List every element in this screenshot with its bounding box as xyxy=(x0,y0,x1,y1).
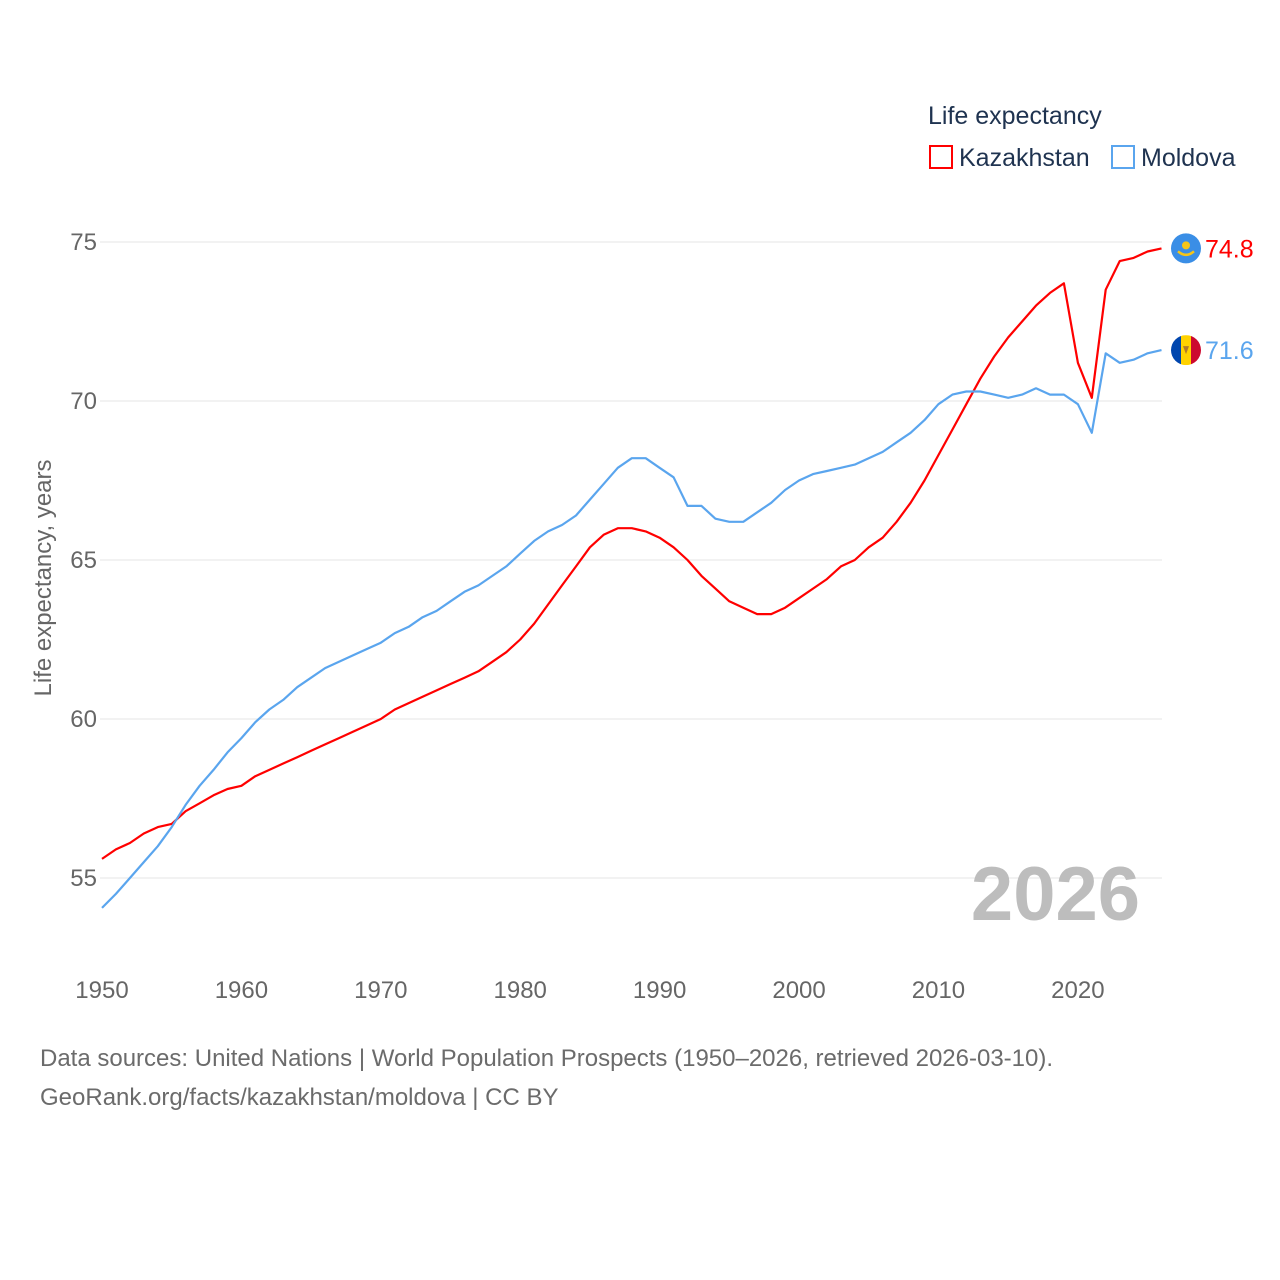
watermark-year: 2026 xyxy=(971,852,1140,937)
footer-sources: Data sources: United Nations | World Pop… xyxy=(40,1045,1054,1072)
y-tick-label: 60 xyxy=(70,706,97,733)
x-tick-label: 1990 xyxy=(633,977,686,1004)
x-tick-label: 2010 xyxy=(912,977,965,1004)
end-label-moldova: 71.6 xyxy=(1205,337,1254,365)
series-end-labels: 74.8 71.6 xyxy=(1171,233,1254,366)
y-tick-label: 65 xyxy=(70,547,97,574)
series-line-moldova xyxy=(101,349,1162,909)
x-tick-label: 2000 xyxy=(772,977,825,1004)
end-label-kazakhstan: 74.8 xyxy=(1205,235,1254,263)
x-tick-label: 1950 xyxy=(75,977,128,1004)
series-line-kazakhstan xyxy=(101,247,1162,860)
legend-swatch-kazakhstan xyxy=(929,145,953,169)
legend-label-kazakhstan: Kazakhstan xyxy=(959,144,1090,172)
x-tick-label: 1960 xyxy=(215,977,268,1004)
y-tick-label: 75 xyxy=(70,229,97,256)
x-tick-label: 1980 xyxy=(494,977,547,1004)
y-tick-label: 55 xyxy=(70,865,97,892)
x-tick-label: 2020 xyxy=(1051,977,1104,1004)
legend-item-moldova[interactable]: Moldova xyxy=(1111,144,1236,172)
gridlines xyxy=(100,241,1162,879)
y-axis-title: Life expectancy, years xyxy=(30,459,57,696)
legend-label-moldova: Moldova xyxy=(1141,144,1236,172)
legend-swatch-moldova xyxy=(1111,145,1135,169)
x-axis-ticks: 1950 1960 1970 1980 1990 2000 2010 2020 xyxy=(75,977,1104,1004)
y-axis-ticks: 55 60 65 70 75 xyxy=(70,229,97,892)
legend-item-kazakhstan[interactable]: Kazakhstan xyxy=(929,144,1090,172)
x-tick-label: 1970 xyxy=(354,977,407,1004)
y-tick-label: 70 xyxy=(70,388,97,415)
kazakhstan-flag-icon xyxy=(1171,233,1201,264)
legend-title: Life expectancy xyxy=(928,102,1102,130)
legend: Life expectancy Kazakhstan Moldova xyxy=(928,102,1236,172)
footer-link[interactable]: GeoRank.org/facts/kazakhstan/moldova | C… xyxy=(40,1084,559,1111)
series-lines xyxy=(101,247,1162,909)
moldova-flag-icon xyxy=(1171,335,1201,366)
